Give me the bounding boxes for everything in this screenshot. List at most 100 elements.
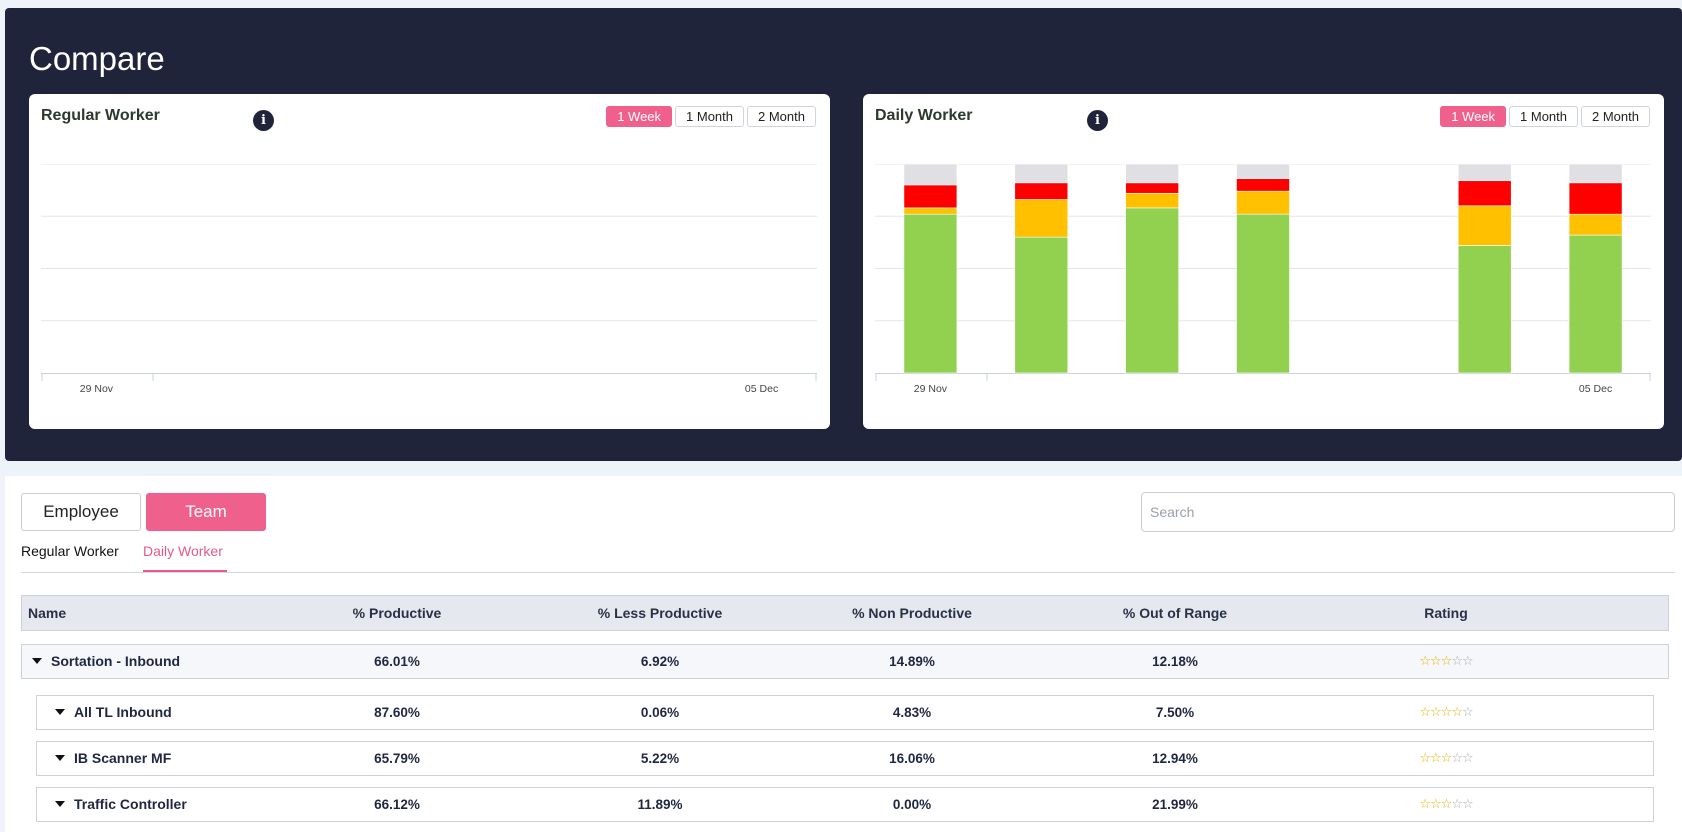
tab-regular-worker[interactable]: Regular Worker (21, 543, 119, 559)
card-title: Regular Worker (41, 107, 160, 124)
star-filled-icon: ☆ (1440, 705, 1453, 720)
table-row[interactable]: IB Scanner MF 65.79% 5.22% 16.06% 12.94% ☆☆☆☆… (36, 741, 1654, 776)
card-title: Daily Worker (875, 107, 973, 124)
range-1-month-button[interactable]: 1 Month (675, 106, 745, 127)
x-tick-label: 29 Nov (914, 383, 948, 395)
row-name[interactable]: Traffic Controller (55, 788, 315, 821)
bar-segment[interactable] (1457, 205, 1512, 246)
rating-stars: ☆☆☆☆☆ (1356, 788, 1536, 821)
bar-segment[interactable] (1568, 182, 1623, 215)
range-1-week-button[interactable]: 1 Week (1440, 106, 1507, 127)
bar-segment[interactable] (1568, 164, 1623, 184)
less-productive-value: 0.06% (640, 705, 680, 720)
row-name-label: Sortation - Inbound (51, 653, 181, 669)
bar-segment[interactable] (903, 184, 958, 209)
productive-value: 87.60% (374, 705, 420, 720)
star-filled-icon: ☆ (1440, 751, 1453, 766)
x-tick-label: 05 Dec (745, 383, 778, 395)
star-filled-icon: ☆ (1440, 654, 1453, 669)
info-icon[interactable]: i (253, 110, 274, 131)
star-filled-icon: ☆ (1419, 751, 1431, 766)
team-table-section: Employee Team Regular Worker Daily Worke… (5, 476, 1682, 832)
star-filled-icon: ☆ (1430, 751, 1442, 766)
worker-type-tabs: Regular Worker Daily Worker (21, 542, 1675, 573)
column-header-non-productive[interactable]: % Non Productive (852, 605, 972, 621)
star-filled-icon: ☆ (1430, 654, 1442, 669)
search-input[interactable] (1141, 492, 1675, 532)
bar-segment[interactable] (1236, 164, 1290, 179)
column-header-rating[interactable]: Rating (1424, 605, 1468, 621)
bar-segment[interactable] (1568, 234, 1623, 374)
bar-segment[interactable] (1125, 182, 1179, 194)
star-empty-icon: ☆ (1461, 654, 1474, 669)
less-productive-value: 5.22% (640, 751, 680, 766)
range-1-month-button[interactable]: 1 Month (1509, 106, 1579, 127)
column-header-out-of-range[interactable]: % Out of Range (1122, 605, 1228, 621)
bar-segment[interactable] (903, 213, 958, 374)
bar-segment[interactable] (1457, 180, 1512, 207)
bar-segment[interactable] (1014, 182, 1069, 200)
tab-daily-worker[interactable]: Daily Worker (143, 542, 227, 572)
table-group-row[interactable]: Sortation - Inbound 66.01% 6.92% 14.89% 12.1… (21, 644, 1669, 679)
star-filled-icon: ☆ (1419, 705, 1431, 720)
row-name-label: All TL Inbound (74, 704, 172, 720)
star-empty-icon: ☆ (1451, 751, 1463, 766)
column-header-less-productive[interactable]: % Less Productive (597, 605, 723, 621)
caret-down-icon[interactable] (55, 801, 65, 808)
bar-segment[interactable] (1014, 199, 1069, 238)
regular-worker-chart: 29 Nov 05 Dec (39, 164, 821, 404)
bar-segment[interactable] (1236, 213, 1290, 374)
productive-value: 65.79% (374, 751, 420, 766)
bar-segment[interactable] (903, 164, 958, 186)
star-empty-icon: ☆ (1461, 751, 1474, 766)
rating-stars: ☆☆☆☆☆ (1356, 742, 1536, 775)
employee-toggle-button[interactable]: Employee (21, 493, 141, 531)
less-productive-value: 11.89% (637, 797, 683, 812)
bar-segment[interactable] (1125, 207, 1179, 374)
star-empty-icon: ☆ (1461, 797, 1474, 812)
bar-segment[interactable] (1457, 245, 1512, 374)
star-filled-icon: ☆ (1451, 705, 1463, 720)
caret-down-icon[interactable] (32, 658, 42, 665)
page-title: Compare (29, 40, 165, 77)
rating-stars: ☆☆☆☆☆ (1356, 645, 1536, 678)
range-2-month-button[interactable]: 2 Month (747, 106, 816, 127)
out-of-range-value: 12.94% (1152, 751, 1198, 766)
non-productive-value: 0.00% (892, 797, 932, 812)
productive-value: 66.01% (374, 654, 420, 669)
bar-segment[interactable] (1014, 164, 1069, 184)
range-1-week-button[interactable]: 1 Week (606, 106, 673, 127)
bar-segment[interactable] (1125, 164, 1179, 184)
range-selector: 1 Week 1 Month 2 Month (1440, 106, 1650, 127)
caret-down-icon[interactable] (55, 755, 65, 762)
compare-panel: Compare Regular Worker i 1 Week 1 Month … (5, 8, 1682, 461)
bar-segment[interactable] (903, 207, 958, 215)
row-name[interactable]: Sortation - Inbound (32, 645, 292, 678)
star-filled-icon: ☆ (1440, 797, 1453, 812)
bar-segment[interactable] (1568, 213, 1623, 236)
out-of-range-value: 21.99% (1152, 797, 1198, 812)
out-of-range-value: 7.50% (1155, 705, 1195, 720)
star-filled-icon: ☆ (1419, 654, 1431, 669)
productive-value: 66.12% (374, 797, 420, 812)
table-row[interactable]: All TL Inbound 87.60% 0.06% 4.83% 7.50% ☆☆☆☆☆ (36, 695, 1654, 730)
column-header-productive[interactable]: % Productive (352, 605, 442, 621)
bar-segment[interactable] (1125, 192, 1179, 209)
bar-segment[interactable] (1236, 190, 1290, 215)
rating-stars: ☆☆☆☆☆ (1356, 696, 1536, 729)
daily-worker-card: Daily Worker i 1 Week 1 Month 2 Month 29… (863, 94, 1664, 429)
table-row[interactable]: Traffic Controller 66.12% 11.89% 0.00% 21.99… (36, 787, 1654, 822)
bar-segment[interactable] (1014, 236, 1069, 374)
bar-segment[interactable] (1236, 178, 1290, 192)
caret-down-icon[interactable] (55, 709, 65, 716)
team-toggle-button[interactable]: Team (146, 493, 266, 531)
row-name[interactable]: IB Scanner MF (55, 742, 315, 775)
row-name-label: Traffic Controller (74, 796, 187, 812)
row-name[interactable]: All TL Inbound (55, 696, 315, 729)
range-2-month-button[interactable]: 2 Month (1581, 106, 1650, 127)
x-tick-label: 29 Nov (80, 383, 114, 395)
bar-segment[interactable] (1457, 164, 1512, 182)
info-icon[interactable]: i (1087, 110, 1108, 131)
less-productive-value: 6.92% (640, 654, 680, 669)
column-header-name[interactable]: Name (28, 605, 67, 621)
